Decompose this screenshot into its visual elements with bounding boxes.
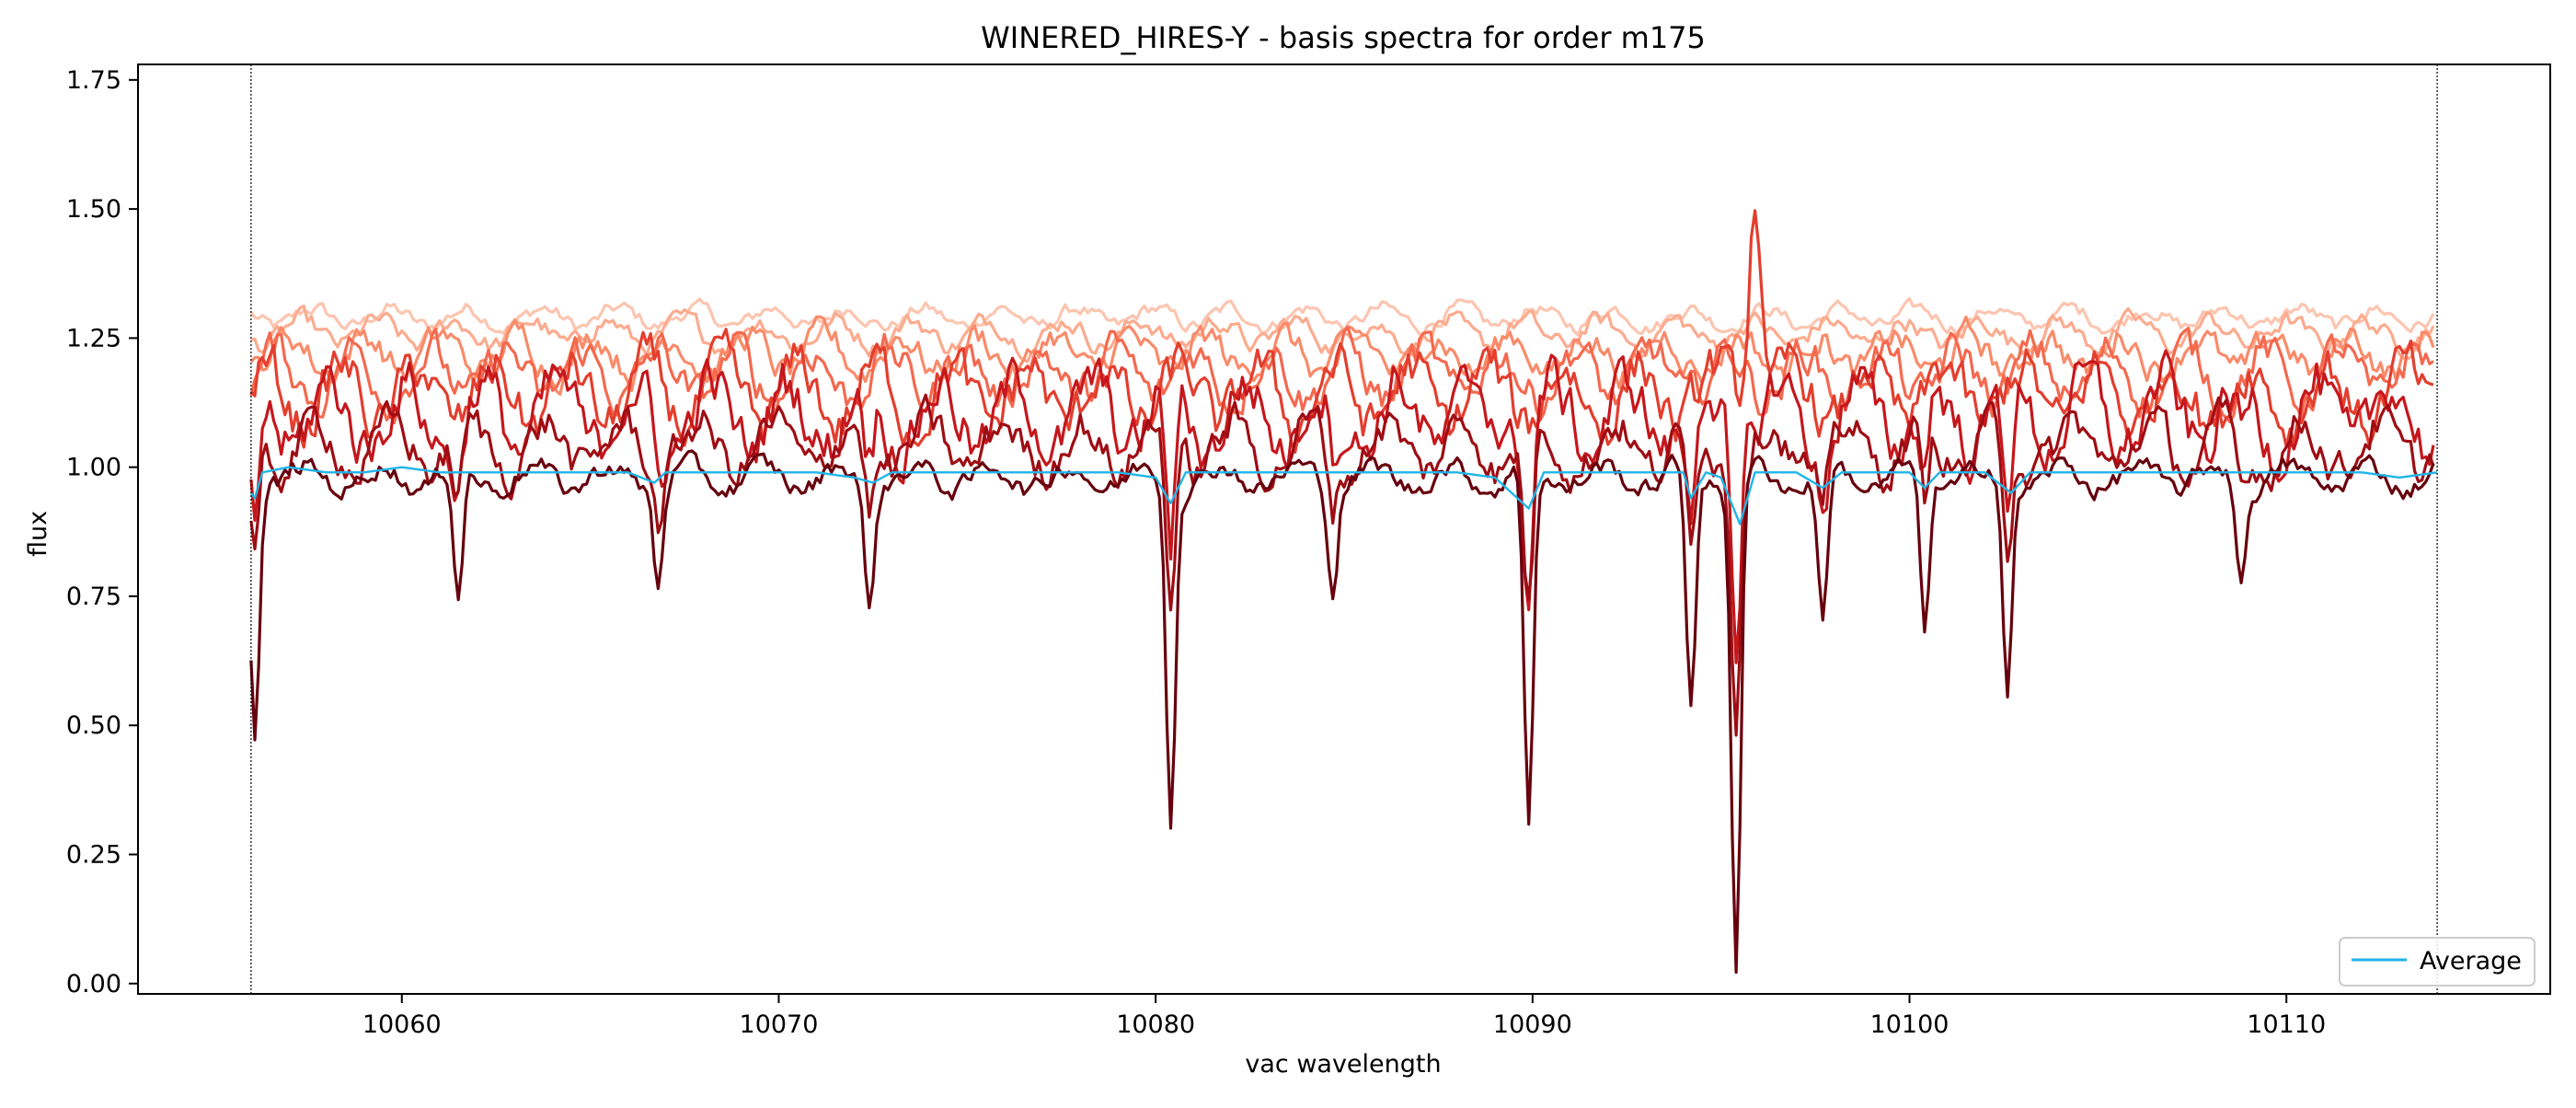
series-layer	[249, 466, 2438, 525]
y-tick-label: 1.50	[66, 195, 121, 224]
basis-spectrum-line	[249, 349, 2435, 664]
y-axis-label: flux	[24, 511, 52, 557]
basis-spectrum-line	[249, 315, 2435, 396]
y-tick-label: 0.00	[66, 970, 121, 998]
x-axis-label: vac wavelength	[1245, 1050, 1441, 1079]
chart-title: WINERED_HIRES-Y - basis spectra for orde…	[981, 20, 1706, 55]
y-tick-label: 1.75	[66, 66, 121, 95]
y-axis-ticks: 0.00 0.25 0.50 0.75 1.00 1.25 1.50 1.75	[66, 66, 138, 998]
legend: Average	[2339, 937, 2536, 987]
basis-spectrum-line	[249, 393, 2435, 737]
legend-label-average: Average	[2420, 947, 2522, 975]
x-tick-label: 10090	[1493, 1010, 1572, 1039]
x-tick-label: 10080	[1116, 1010, 1195, 1039]
x-axis-ticks: 10060 10070 10080 10090 10100 10110	[362, 994, 2326, 1039]
legend-frame	[2339, 937, 2536, 987]
series-line-average	[249, 466, 2438, 525]
y-tick-label: 1.25	[66, 324, 121, 352]
x-tick-label: 10100	[1870, 1010, 1949, 1039]
x-tick-label: 10060	[362, 1010, 442, 1039]
y-tick-label: 0.75	[66, 583, 121, 611]
y-tick-label: 0.25	[66, 841, 121, 870]
basis-spectra-layer	[249, 209, 2435, 975]
x-tick-label: 10070	[740, 1010, 819, 1039]
y-tick-label: 1.00	[66, 454, 121, 482]
x-tick-label: 10110	[2247, 1010, 2326, 1039]
plot-frame	[137, 63, 2551, 995]
reference-lines-layer	[250, 64, 2438, 994]
y-tick-label: 0.50	[66, 711, 121, 740]
basis-spectrum-line	[249, 296, 2435, 338]
